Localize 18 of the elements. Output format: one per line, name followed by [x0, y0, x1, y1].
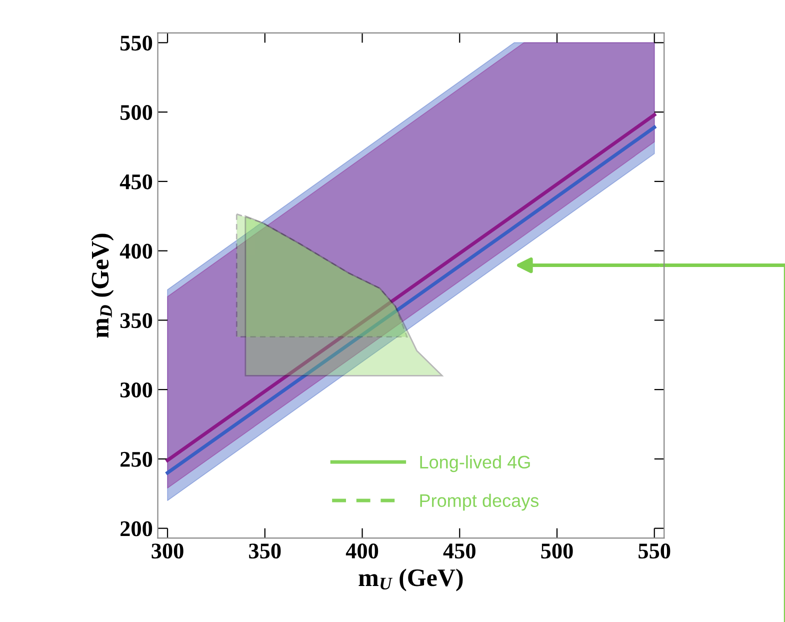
x-tick-label: 350 — [249, 544, 281, 559]
y-tick-label: 400 — [120, 244, 152, 259]
x-tick-label: 500 — [541, 544, 573, 559]
y-tick-label: 300 — [120, 382, 152, 398]
y-tick-label: 250 — [120, 452, 152, 467]
x-tick-label: 450 — [443, 544, 476, 559]
y-tick-label: 450 — [120, 174, 152, 190]
x-axis-title: m$_{U}$ (GeV) — [358, 568, 463, 592]
x-tick-label: 300 — [152, 544, 184, 559]
y-tick-label: 550 — [120, 36, 152, 51]
legend-label: Long-lived 4G — [420, 455, 530, 472]
y-tick-label: 200 — [120, 521, 152, 536]
x-tick-label: 550 — [638, 544, 670, 559]
x-tick-label: 400 — [346, 544, 378, 559]
y-tick-label: 350 — [120, 313, 152, 328]
y-tick-label: 500 — [120, 104, 152, 120]
y-axis-title: m$_{D}$ (GeV) — [91, 234, 114, 338]
legend-label: Prompt decays — [420, 494, 539, 511]
